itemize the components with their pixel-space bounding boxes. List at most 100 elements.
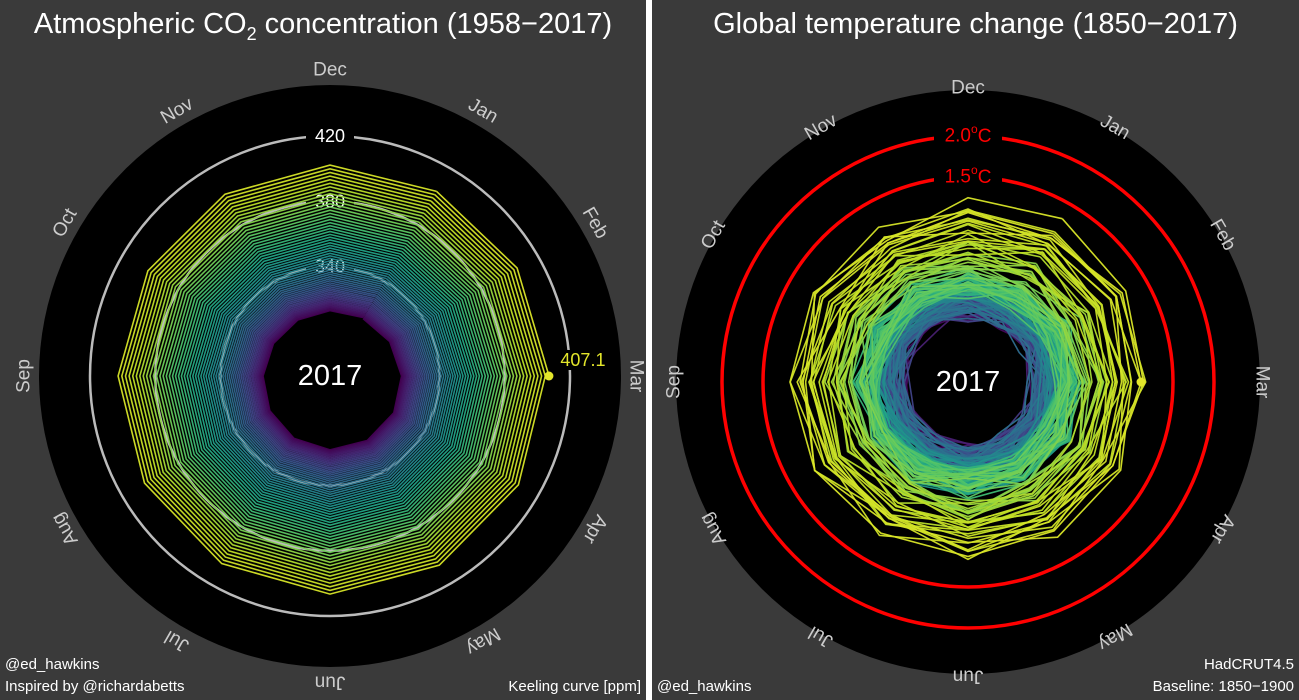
co2-spiral-year-1959 xyxy=(260,308,404,452)
co2-spiral-year-1962 xyxy=(256,304,408,457)
co2-spiral-year-2008 xyxy=(145,192,518,567)
co2-spiral-year-1965 xyxy=(252,299,413,461)
co2-spiral-year-1992 xyxy=(194,241,470,518)
temperature-spiral-year-2007 xyxy=(808,240,1130,538)
co2-spiral-year-1960 xyxy=(259,307,406,454)
temperature-spiral-year-1977 xyxy=(870,276,1086,477)
temperature-spiral-year-2015 xyxy=(789,196,1133,544)
co2-spiral-year-1972 xyxy=(240,287,424,473)
co2-spiral-year-1997 xyxy=(180,227,484,532)
co2-spiral-year-1976 xyxy=(232,279,432,481)
temperature-center-year: 2017 xyxy=(936,366,1001,398)
co2-spiral-year-1993 xyxy=(191,239,472,521)
co2-spiral-year-1985 xyxy=(212,259,452,500)
co2-month-label-sep: Sep xyxy=(14,359,35,393)
co2-panel: Atmospheric CO2 concentration (1958−2017… xyxy=(0,0,646,700)
co2-month-label-jul: Jul xyxy=(161,626,193,656)
co2-spiral-year-2003 xyxy=(162,209,502,551)
co2-latest-label-background xyxy=(555,350,610,370)
co2-spiral-year-1995 xyxy=(186,233,478,527)
temperature-spiral-year-2009 xyxy=(800,209,1119,553)
temperature-month-label-sep: Sep xyxy=(664,365,685,399)
temperature-spiral-year-2005 xyxy=(822,223,1108,524)
co2-spiral-year-2000 xyxy=(171,218,493,541)
co2-spiral-year-1990 xyxy=(200,247,464,513)
temperature-chart-title: Global temperature change (1850−2017) xyxy=(713,8,1238,40)
co2-spiral-year-1969 xyxy=(245,293,419,467)
temperature-spiral-year-1974 xyxy=(868,283,1087,499)
co2-spiral-year-1983 xyxy=(217,264,447,496)
co2-spiral-year-2012 xyxy=(131,178,532,581)
co2-spiral-year-1984 xyxy=(215,262,450,498)
co2-spiral-year-1980 xyxy=(224,271,440,489)
co2-ring-label-background xyxy=(306,126,354,146)
temperature-spiral-chart: JanFebMarAprMayJunJulAugSepOctNovDec2.0o… xyxy=(664,78,1273,687)
temperature-spiral-year-1973 xyxy=(873,289,1061,471)
co2-spiral-year-1968 xyxy=(247,294,417,466)
co2-spiral-year-2010 xyxy=(138,185,525,574)
co2-ring-label-420: 420 xyxy=(315,126,345,146)
co2-spiral-year-1981 xyxy=(221,269,443,491)
co2-center-year: 2017 xyxy=(298,360,363,392)
temperature-spiral-year-1980 xyxy=(864,284,1069,480)
co2-month-label-mar: Mar xyxy=(626,360,647,393)
temperature-spiral-year-1994 xyxy=(830,258,1093,510)
temperature-ring-label-background xyxy=(934,125,1002,147)
temperature-ring-label-1.5: 1.5oC xyxy=(945,163,992,188)
co2-spiral-year-1994 xyxy=(189,236,475,524)
co2-spiral-year-1958 xyxy=(262,309,403,451)
co2-spiral-year-2001 xyxy=(168,215,496,544)
temperature-center-hole xyxy=(926,340,1010,424)
temperature-spiral-year-2014 xyxy=(796,232,1123,551)
co2-latest-value-label: 407.1 xyxy=(560,350,605,370)
co2-spiral-year-2007 xyxy=(149,196,515,564)
co2-spiral-year-1999 xyxy=(174,221,490,538)
co2-spiral-year-2005 xyxy=(155,202,508,557)
co2-spiral-year-1991 xyxy=(197,244,467,516)
co2-spiral-year-1998 xyxy=(177,224,487,535)
temperature-spiral-year-2017 xyxy=(1050,237,1142,383)
co2-spiral-year-1982 xyxy=(219,267,445,493)
co2-author-credit: @ed_hawkins xyxy=(5,656,100,673)
co2-spiral-year-2013 xyxy=(128,175,536,584)
co2-spiral-year-1987 xyxy=(207,254,457,505)
temperature-spiral-year-1978 xyxy=(860,286,1064,479)
co2-spiral-year-2015 xyxy=(120,167,543,592)
co2-spiral-year-1966 xyxy=(250,298,414,463)
co2-title-subscript: 2 xyxy=(246,23,257,44)
temperature-month-label-mar: Mar xyxy=(1252,366,1273,399)
co2-chart-title: Atmospheric CO2 concentration (1958−2017… xyxy=(0,8,646,45)
co2-spiral-year-1974 xyxy=(236,283,428,477)
temperature-author-credit: @ed_hawkins xyxy=(657,678,752,695)
co2-spiral-year-1979 xyxy=(226,273,438,487)
temperature-panel: Global temperature change (1850−2017) Ja… xyxy=(652,0,1299,700)
co2-month-label-dec: Dec xyxy=(313,60,347,81)
co2-spiral-year-2002 xyxy=(165,212,499,547)
temperature-ring-label-background xyxy=(934,166,1002,188)
co2-spiral-year-1970 xyxy=(243,291,421,469)
temperature-latest-point xyxy=(1136,377,1146,387)
co2-source-label: Keeling curve [ppm] xyxy=(508,678,641,695)
temperature-ring-label-2.0: 2.0oC xyxy=(945,122,992,147)
co2-spiral-year-2014 xyxy=(124,171,539,588)
co2-inspired-credit: Inspired by @richardabetts xyxy=(5,678,185,695)
co2-spiral-year-1963 xyxy=(255,302,410,458)
co2-spiral-year-1978 xyxy=(228,275,436,485)
temperature-spiral-year-1991 xyxy=(835,256,1083,512)
co2-month-label-jun: Jun xyxy=(315,672,346,693)
co2-spiral-year-1988 xyxy=(205,252,459,508)
co2-disc-background xyxy=(39,85,621,667)
co2-title-range: concentration (1958−2017) xyxy=(256,8,613,40)
temperature-dataset-label: HadCRUT4.5 xyxy=(1203,656,1294,673)
co2-spiral-year-2017 xyxy=(436,190,550,377)
co2-spiral-year-1973 xyxy=(238,285,426,475)
co2-latest-point xyxy=(544,371,554,381)
temperature-baseline-label: Baseline: 1850−1900 xyxy=(1152,678,1294,695)
co2-spiral-year-1977 xyxy=(230,277,434,483)
co2-spiral-year-2011 xyxy=(135,182,529,577)
temperature-spiral-year-1975 xyxy=(861,273,1073,480)
temperature-spiral-year-2012 xyxy=(810,208,1125,544)
co2-spiral-year-1975 xyxy=(234,282,430,479)
temperature-spiral-year-1983 xyxy=(850,270,1090,490)
